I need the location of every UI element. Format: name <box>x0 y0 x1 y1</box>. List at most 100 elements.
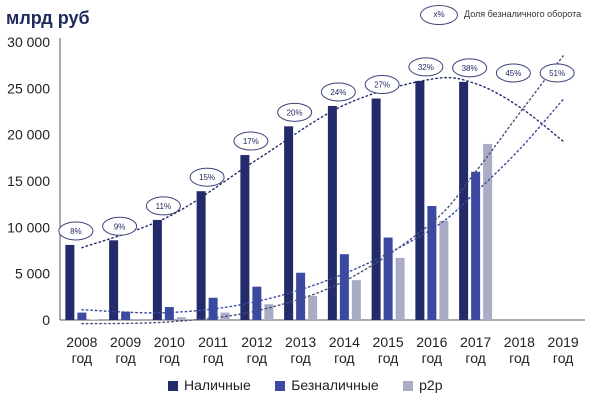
x-tick-label: 2010 <box>154 334 185 350</box>
legend-swatch-cash <box>168 381 178 392</box>
x-tick-label: 2015 <box>373 334 404 350</box>
bar-noncash <box>296 272 306 320</box>
legend-swatch-noncash <box>275 381 286 392</box>
share-ellipse <box>539 63 575 83</box>
share-legend-marker: x% <box>420 5 458 25</box>
x-tick-label: 2008 <box>66 334 97 350</box>
legend-item-p2p: р2р <box>403 376 443 393</box>
share-ellipse <box>452 58 488 78</box>
bar-p2p <box>176 317 186 320</box>
share-label: 11% <box>156 202 171 211</box>
y-axis: 0 5 000 10 000 15 000 20 000 25 000 30 000 <box>7 34 61 328</box>
bar-cash <box>371 98 381 320</box>
share-label: 45% <box>505 69 521 78</box>
share-ellipse <box>408 57 444 77</box>
share-ellipse <box>364 75 400 95</box>
legend-label-p2p: р2р <box>419 376 443 393</box>
x-tick-label: год <box>115 350 135 366</box>
share-label: 24% <box>330 88 346 97</box>
legend-swatch-p2p <box>403 381 414 392</box>
share-legend-label: Доля безналичного оборота <box>464 9 582 19</box>
y-tick-label: 0 <box>42 312 50 328</box>
bar-p2p <box>439 220 449 320</box>
bar-cash <box>196 191 206 320</box>
bar-noncash <box>427 206 437 320</box>
x-tick-label: год <box>465 350 485 366</box>
y-tick-label: 25 000 <box>7 80 50 96</box>
share-label: 8% <box>70 227 82 236</box>
share-label: 38% <box>462 64 478 73</box>
x-tick-label: 2013 <box>285 334 316 350</box>
share-ellipse <box>102 216 138 236</box>
bar-noncash <box>252 286 262 320</box>
y-tick-label: 30 000 <box>7 34 50 50</box>
trend-lines <box>81 55 564 325</box>
bar-p2p <box>133 319 143 320</box>
x-tick-label: год <box>553 350 573 366</box>
legend-label-cash: Наличные <box>184 376 251 393</box>
series-legend: Наличные Безналичные р2р <box>168 376 463 394</box>
x-tick-label: год <box>159 350 179 366</box>
x-tick-label: год <box>247 350 267 366</box>
bar-cash <box>327 105 337 320</box>
bar-noncash <box>383 237 393 320</box>
bar-cash <box>284 126 294 321</box>
legend-label-noncash: Безналичные <box>291 376 379 393</box>
bar-p2p <box>395 257 405 320</box>
legend-item-cash: Наличные <box>168 377 251 393</box>
bar-p2p <box>351 280 361 320</box>
x-tick-label: год <box>334 350 354 366</box>
x-tick-label: 2017 <box>460 334 491 350</box>
x-tick-label: год <box>72 350 92 366</box>
share-label: 51% <box>549 69 565 78</box>
x-tick-label: год <box>509 350 529 366</box>
legend-item-noncash: Безналичные <box>275 376 379 393</box>
bar-cash <box>65 244 75 320</box>
y-tick-label: 10 000 <box>7 219 50 235</box>
x-tick-label: год <box>203 350 223 366</box>
bar-noncash <box>121 311 131 320</box>
bar-cash <box>459 81 469 320</box>
x-tick-label: 2018 <box>504 334 535 350</box>
share-label: 9% <box>114 222 126 231</box>
x-tick-label: 2009 <box>110 334 141 350</box>
bar-p2p <box>264 304 274 320</box>
trend-line-noncash <box>81 98 564 314</box>
bar-noncash <box>164 307 174 320</box>
share-label: 32% <box>418 63 434 72</box>
share-ellipse <box>145 196 181 216</box>
share-label: 15% <box>199 173 215 182</box>
bars <box>65 80 493 321</box>
bar-cash <box>109 240 119 320</box>
share-label: 20% <box>287 108 303 117</box>
trend-line-cash <box>81 76 564 249</box>
y-tick-label: 5 000 <box>15 266 50 282</box>
y-tick-label: 15 000 <box>7 173 50 189</box>
share-ellipse <box>277 102 313 122</box>
x-tick-label: 2019 <box>548 334 579 350</box>
bar-cash <box>240 155 250 320</box>
x-tick-label: год <box>378 350 398 366</box>
bar-noncash <box>471 171 481 320</box>
trend-line-p2p <box>81 55 564 325</box>
x-tick-label: 2011 <box>198 334 228 350</box>
y-unit-label: млрд руб <box>6 8 90 28</box>
share-legend: x% Доля безналичного оборота <box>420 3 600 25</box>
share-ellipse <box>495 63 531 83</box>
x-tick-label: 2012 <box>241 334 272 350</box>
bar-p2p <box>308 295 318 320</box>
share-ellipse <box>320 82 356 102</box>
x-tick-label: 2014 <box>329 334 360 350</box>
x-tick-label: год <box>290 350 310 366</box>
share-label: 27% <box>374 81 390 90</box>
bar-cash <box>415 80 425 320</box>
bar-p2p <box>483 143 493 320</box>
share-label: 17% <box>243 137 259 146</box>
x-tick-label: 2016 <box>416 334 447 350</box>
share-ellipse <box>189 167 225 187</box>
bar-cash <box>152 219 162 320</box>
share-ellipse <box>233 131 269 151</box>
x-axis: 2008год2009год2010год2011год2012год2013г… <box>60 319 585 366</box>
y-tick-label: 20 000 <box>7 127 50 143</box>
